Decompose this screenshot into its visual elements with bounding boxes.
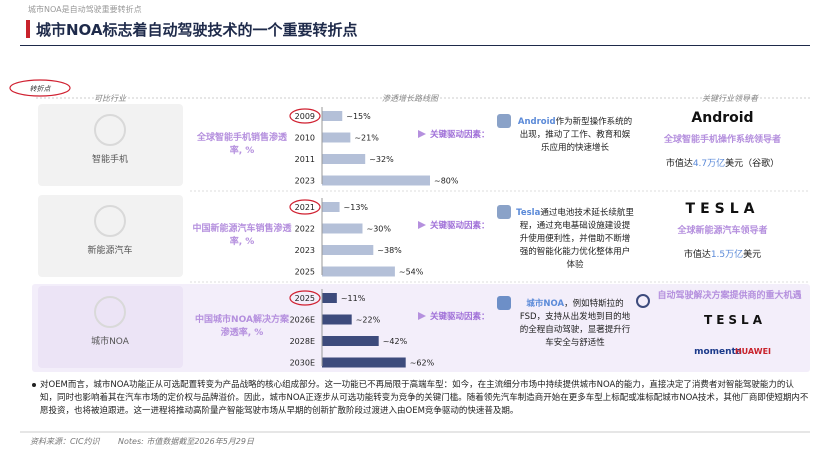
driver-brand: 城市NOA	[526, 299, 565, 309]
driver-label: 关键驱动因素：	[430, 129, 490, 140]
driver-arrow	[418, 312, 426, 320]
value-label: ~13%	[344, 203, 369, 212]
highlight-panel	[32, 284, 810, 372]
bar-category: 2028E	[290, 337, 315, 346]
bullet: 对OEM而言，城市NOA功能正从可选配置转变为产品战略的核心组成部分。这一功能已…	[40, 380, 809, 416]
industry-name: 智能手机	[92, 153, 128, 165]
driver-body: 通过电池技术延长续航里程，通过充电基础设施建设提升使用便利性，并借助不断增强的智…	[519, 208, 634, 270]
metric: 中国城市NOA解决方案渗透率, %	[195, 315, 289, 338]
kicker: 城市NOA是自动驾驶重要转折点	[28, 5, 142, 14]
title-rule	[20, 45, 810, 46]
bar	[322, 336, 379, 346]
leader-title: 全球新能源汽车领导者	[677, 226, 768, 236]
bar	[322, 245, 374, 255]
driver-icon	[497, 114, 511, 128]
source: 资料来源：CIC灼识	[30, 437, 100, 446]
bar-category: 2010	[295, 134, 315, 143]
bar	[322, 314, 352, 325]
cap-part: 4.7万亿	[692, 159, 726, 169]
industry-icon	[94, 296, 126, 328]
title-accent	[26, 20, 30, 38]
leader-title: 自动驾驶解决方案提供商的重大机遇	[657, 291, 802, 301]
driver-brand: Android	[517, 117, 556, 127]
driver-icon	[497, 205, 511, 219]
column-header: 关键行业领导者	[702, 94, 759, 103]
leader-icon	[636, 294, 650, 308]
bar	[322, 293, 337, 303]
notes: Notes: 市值数据截至2026年5月29日	[118, 437, 254, 446]
leader-logo: HUAWEI	[735, 347, 771, 356]
bar	[322, 132, 351, 143]
bar	[322, 175, 430, 186]
bar-category: 2030E	[290, 359, 315, 368]
cap-part: 市值达	[665, 159, 693, 169]
bar	[322, 357, 406, 368]
value-label: ~62%	[410, 359, 435, 368]
driver-body: ，例如特斯拉的FSD，支持从出发地到目的地的全程自动驾驶，显著提升行车安全与舒适…	[519, 299, 631, 348]
cap-part: 美元	[743, 250, 762, 260]
leader-title: 全球智能手机操作系统领导者	[663, 135, 781, 145]
cap-part: 1.5万亿	[710, 250, 744, 260]
leader-logo: momenta	[694, 347, 742, 357]
driver-text: Tesla通过电池技术延长续航里程，通过充电基础设施建设提升使用便利性，并借助不…	[516, 207, 634, 272]
bar	[322, 266, 395, 277]
leader-cap: 市值达1.5万亿美元	[640, 247, 805, 260]
driver-arrow	[418, 130, 426, 138]
bar-category: 2011	[295, 155, 315, 164]
bar-category: 2021	[295, 203, 315, 212]
leader-logo: TESLA	[704, 313, 766, 327]
value-label: ~80%	[434, 177, 459, 186]
category-circle	[289, 290, 321, 306]
bar-category: 2025	[295, 294, 315, 303]
industry-icon	[94, 114, 126, 146]
title: 城市NOA标志着自动驾驶技术的一个重要转折点	[36, 21, 358, 39]
note-circle	[9, 79, 71, 97]
metric: 中国新能源汽车销售渗透率, %	[192, 224, 292, 247]
driver-arrow	[418, 221, 426, 229]
bar-category: 2009	[295, 112, 315, 121]
bar-category: 2025	[295, 268, 315, 277]
value-label: ~32%	[369, 155, 394, 164]
cap-part: 美元（谷歌）	[725, 159, 780, 169]
value-label: ~21%	[354, 134, 379, 143]
leader-cap: 市值达4.7万亿美元（谷歌）	[640, 156, 805, 169]
driver-body: 作为新型操作系统的出现，推动了工作、教育和娱乐应用的快速增长	[519, 117, 633, 153]
value-label: ~38%	[377, 246, 402, 255]
driver-label: 关键驱动因素：	[430, 311, 490, 322]
leader-logo: TESLA	[685, 201, 760, 217]
cap-part: 市值达	[683, 250, 711, 260]
leader-logo: Android	[691, 110, 754, 126]
metric: 全球智能手机销售渗透率, %	[196, 133, 287, 156]
industry-icon	[94, 205, 126, 237]
bar	[322, 154, 366, 164]
bullet-dot	[32, 383, 36, 387]
bar	[322, 223, 363, 234]
driver-brand: Tesla	[516, 208, 541, 218]
driver-text: Android作为新型操作系统的出现，推动了工作、教育和娱乐应用的快速增长	[516, 116, 634, 155]
value-label: ~54%	[399, 268, 424, 277]
category-circle	[289, 199, 321, 215]
value-label: ~42%	[383, 337, 408, 346]
bar-category: 2022	[295, 225, 315, 234]
bar-category: 2023	[295, 246, 315, 255]
column-header: 渗透增长路线图	[382, 94, 439, 103]
bar-category: 2023	[295, 177, 315, 186]
driver-label: 关键驱动因素：	[430, 220, 490, 231]
industry-name: 新能源汽车	[87, 244, 132, 256]
column-header: 可比行业	[94, 94, 127, 103]
value-label: ~11%	[341, 294, 366, 303]
bar	[322, 111, 343, 121]
bar-category: 2026E	[290, 316, 315, 325]
value-label: ~15%	[346, 112, 371, 121]
bar	[322, 202, 340, 212]
category-circle	[289, 108, 321, 124]
industry-name: 城市NOA	[91, 335, 130, 347]
value-label: ~30%	[367, 225, 392, 234]
value-label: ~22%	[356, 316, 381, 325]
driver-text: 城市NOA，例如特斯拉的FSD，支持从出发地到目的地的全程自动驾驶，显著提升行车…	[516, 298, 634, 350]
driver-icon	[497, 296, 511, 310]
note: 转折点	[30, 85, 52, 93]
